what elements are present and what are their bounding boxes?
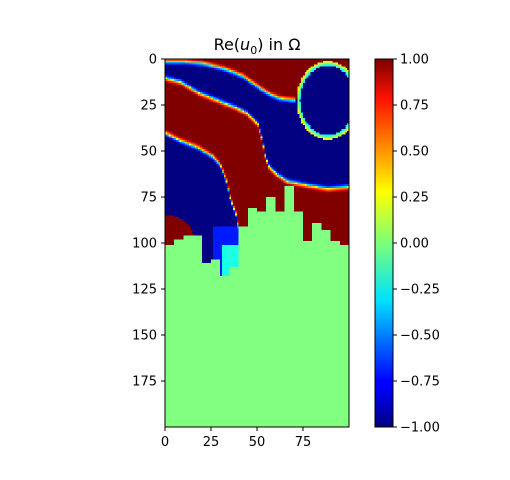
colorbar-tick-label: 0.00	[400, 237, 429, 252]
chart-title: Re(u0) in Ω	[214, 35, 301, 57]
colorbar-axis: 1.00 0.75 0.50 0.25 0.00 −0.25 −0.50 −0.75 −1.00	[393, 53, 440, 436]
x-tick-label: 50	[249, 435, 266, 450]
y-tick-label: 150	[132, 329, 157, 344]
colorbar-tick-label: 0.75	[400, 99, 429, 114]
x-tick-label: 0	[161, 435, 169, 450]
colorbar-tick-label: −1.00	[400, 421, 440, 436]
y-tick-label: 0	[149, 53, 157, 68]
x-axis: 0 25 50 75	[161, 427, 311, 450]
colorbar-tick-label: −0.25	[400, 283, 440, 298]
heatmap-plot-area	[165, 59, 349, 427]
colorbar-tick-label: 0.50	[400, 145, 429, 160]
y-tick-label: 75	[140, 191, 157, 206]
heatmap-image	[165, 59, 349, 427]
colorbar	[375, 59, 393, 427]
y-tick-label: 100	[132, 237, 157, 252]
y-tick-label: 50	[140, 145, 157, 160]
colorbar-tick-label: −0.75	[400, 375, 440, 390]
y-tick-label: 125	[132, 283, 157, 298]
colorbar-tick-label: 0.25	[400, 191, 429, 206]
colorbar-tick-label: 1.00	[400, 53, 429, 68]
y-tick-label: 25	[140, 99, 157, 114]
x-tick-label: 75	[295, 435, 312, 450]
x-tick-label: 25	[203, 435, 220, 450]
colorbar-tick-label: −0.50	[400, 329, 440, 344]
y-tick-label: 175	[132, 375, 157, 390]
y-axis: 0 25 50 75 100 125 150 175	[132, 53, 165, 390]
